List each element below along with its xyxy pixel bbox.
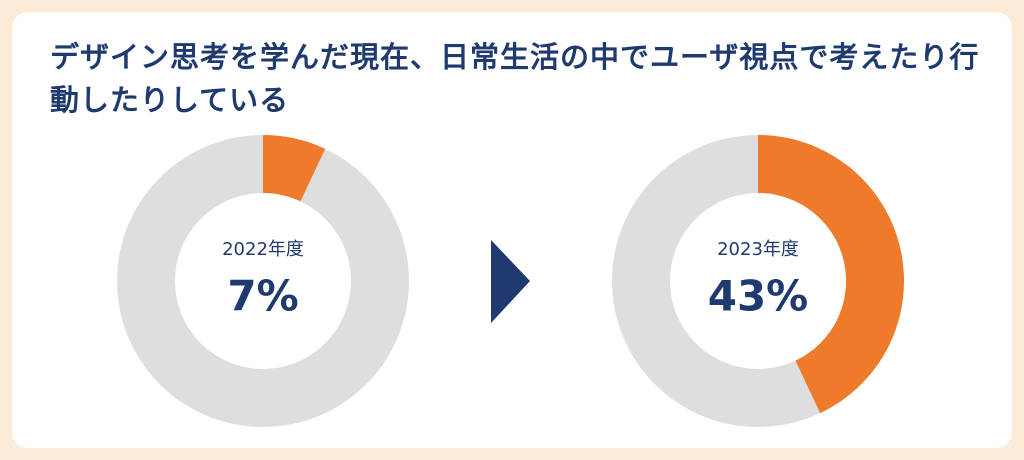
donut-hole xyxy=(175,193,351,369)
arrow xyxy=(491,240,530,323)
donut-subtitle: 2023年度 xyxy=(717,239,799,260)
donut-segment xyxy=(758,135,904,414)
donut-segment xyxy=(263,135,326,202)
value-label: 43% xyxy=(708,272,809,321)
donut-subtitle: 2022年度 xyxy=(222,239,304,260)
donut-hole xyxy=(670,193,846,369)
value-label: 7% xyxy=(227,272,298,321)
chart-title: デザイン思考を学んだ現在、日常生活の中でユーザ視点で考えたり行動したりしている xyxy=(50,40,980,117)
